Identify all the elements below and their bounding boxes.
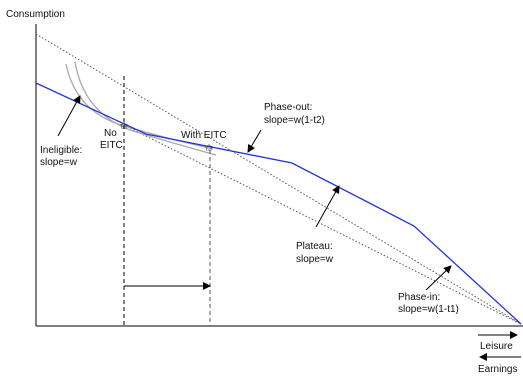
with-eitc-star-icon: ✩ [205, 143, 214, 154]
leisure-label: Leisure [480, 341, 513, 352]
y-axis-label: Consumption [6, 9, 65, 20]
upper-dotted-line [35, 33, 522, 325]
lower-dotted-line [123, 124, 522, 325]
ineligible-arrow [57, 95, 81, 137]
phase-in-arrow [425, 265, 452, 291]
phase-in-label-line1: Phase-in: [398, 292, 440, 303]
no-eitc-label-line2: EITC [100, 140, 123, 151]
phase-in-label-line2: slope=w(1-t1) [398, 304, 459, 315]
phase-out-arrow [247, 129, 262, 153]
budget-line [35, 82, 522, 325]
no-eitc-label-line1: No [104, 128, 117, 139]
phase-out-label-line1: Phase-out: [264, 102, 312, 113]
plateau-label-line2: slope=w [296, 254, 334, 265]
ineligible-label-line2: slope=w [40, 157, 78, 168]
with-eitc-label: With EITC [181, 130, 227, 141]
plateau-label-line1: Plateau: [296, 241, 333, 252]
plateau-arrow [315, 185, 340, 228]
ineligible-label-line1: Ineligible: [40, 145, 82, 156]
earnings-label: Earnings [478, 364, 517, 375]
phase-out-label-line2: slope=w(1-t2) [264, 115, 325, 126]
indifference-curve-with-eitc [74, 61, 217, 156]
no-eitc-star-icon: ✩ [120, 121, 129, 132]
